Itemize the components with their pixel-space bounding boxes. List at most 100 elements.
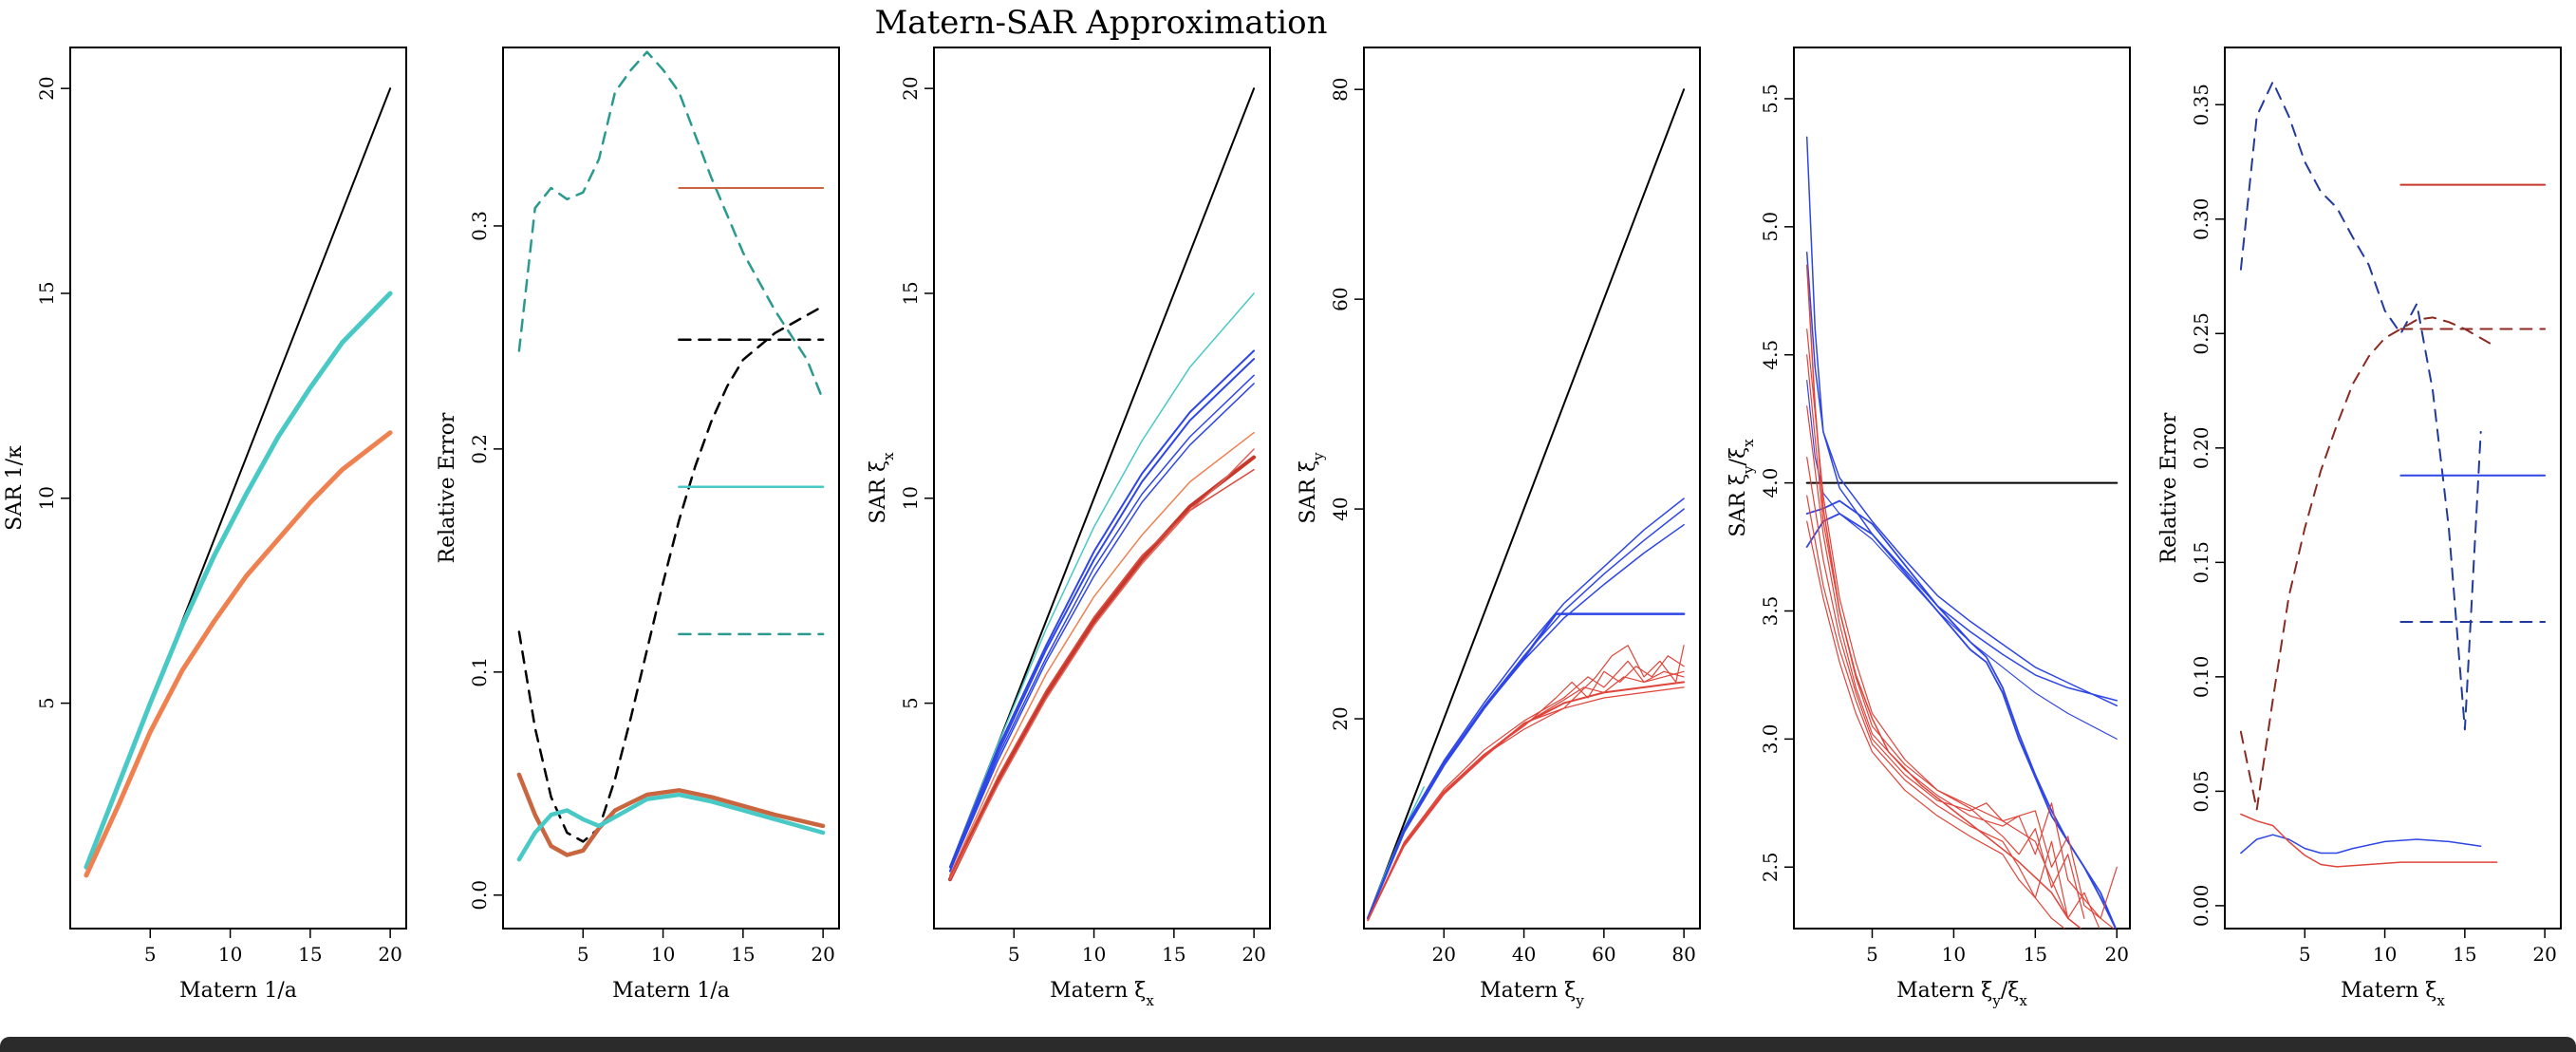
series-line-13 [1806,354,2085,919]
plot-frame [69,47,407,930]
series-line-1 [2239,81,2482,731]
x-tick-label: 20 [2532,943,2556,966]
series-line-7 [1367,681,1686,922]
series-group [1366,88,1686,922]
x-tick-label: 15 [2453,943,2476,966]
y-tick-label: 10 [899,486,922,510]
series-line-3 [516,772,826,857]
x-tick-label: 15 [2024,943,2047,966]
series-line-2 [2239,316,2498,811]
series-line-11 [1806,495,2066,929]
x-tick-label: 20 [1432,943,1456,966]
plot-frame [1363,47,1701,930]
y-tick-label: 0.25 [2190,312,2212,355]
series-line-7 [949,431,1255,876]
series-group [947,87,1257,882]
panel-1: 5 10 15 20 5 10 15 20 Matern 1/a SAR 1/κ [3,47,407,1003]
series-line-6 [949,383,1255,873]
plot-frame [502,47,840,930]
y-tick-label: 4.5 [1759,340,1782,370]
panel-6: 5 10 15 20 0.00 0.05 0.10 0.15 0.20 0.25 0.30 0.35 M… [2157,47,2562,1009]
plot-frame [2224,47,2562,930]
x-tick-label: 20 [1241,943,1265,966]
series-line-9 [1367,655,1685,921]
series-line-1 [1367,88,1686,919]
series-line-4 [2240,813,2498,868]
series-line-8 [1806,329,2082,929]
series-line-3 [1367,498,1685,919]
y-tick-label: 20 [35,76,58,100]
series-line-11 [1367,686,1685,921]
y-tick-label: 5 [899,697,922,709]
y-tick-label: 60 [1329,287,1352,310]
x-axis-label: Matern ξy/ξx [1896,979,2027,1009]
series-line-9 [1806,405,2115,929]
x-axis-label: Matern ξy [1480,979,1584,1009]
y-axis-label: SAR ξx [867,452,897,524]
series-line-6 [1366,612,1686,920]
y-axis-label: SAR ξy/ξx [1727,439,1757,537]
y-tick-label: 0.10 [2190,656,2212,699]
x-tick-label: 10 [218,943,242,966]
x-axis-label: Matern 1/a [612,979,730,1003]
figure-title: Matern-SAR Approximation [874,4,1327,42]
series-line-5 [949,374,1255,873]
x-axis-label: Matern 1/a [179,979,297,1003]
series-group [516,50,826,862]
x-tick-label: 15 [1162,943,1185,966]
y-tick-label: 20 [899,76,922,100]
x-tick-label: 5 [144,943,157,966]
x-tick-label: 5 [1008,943,1020,966]
y-axis-label: Relative Error [436,412,459,563]
y-tick-label: 4.0 [1759,468,1782,498]
series-line-5 [1805,513,2118,929]
y-axis-label: SAR ξy [1297,452,1327,524]
y-tick-label: 15 [35,281,58,305]
plot-frame [1793,47,2131,930]
y-tick-label: 5 [35,697,58,709]
x-tick-label: 5 [2299,943,2311,966]
series-line-3 [2240,834,2482,855]
x-tick-label: 80 [1671,943,1695,966]
panel-2: 5 10 15 20 0.0 0.1 0.2 0.3 Matern 1/a Relative Er… [436,47,840,1003]
y-tick-label: 5.0 [1759,212,1782,242]
x-tick-label: 10 [1942,943,1966,966]
y-tick-label: 0.20 [2190,427,2212,470]
x-axis-label: Matern ξx [2341,979,2445,1009]
x-tick-label: 60 [1592,943,1615,966]
y-axis-label: Relative Error [2157,412,2181,563]
x-tick-label: 10 [651,943,675,966]
plot-frame [933,47,1271,930]
y-tick-label: 0.30 [2190,198,2212,241]
x-tick-label: 15 [731,943,755,966]
panel-3: 5 10 15 20 5 10 15 20 Matern ξx SAR ξx [867,47,1271,1009]
x-tick-label: 40 [1512,943,1536,966]
x-tick-label: 5 [1866,943,1878,966]
series-group [1805,136,2119,929]
x-tick-label: 10 [1082,943,1106,966]
series-line-12 [1806,520,2100,929]
series-line-3 [1805,252,2119,707]
y-tick-label: 5.5 [1759,84,1782,114]
y-tick-label: 10 [35,486,58,510]
y-tick-label: 3.5 [1759,596,1782,627]
series-line-7 [1805,264,2082,929]
series-line-4 [516,792,826,862]
y-tick-label: 0.3 [468,211,491,241]
series-line-6 [1805,499,2117,929]
y-tick-label: 0.15 [2190,541,2212,584]
x-axis-label: Matern ξx [1050,979,1154,1009]
panel-5: 5 10 15 20 2.5 3.0 3.5 4.0 4.5 5.0 5.5 Matern ξy/ξx… [1727,47,2131,1009]
x-tick-label: 20 [811,943,834,966]
series-line-8 [1367,670,1685,921]
series-line-2 [949,292,1255,869]
series-line-4 [948,358,1256,873]
series-line-9 [949,468,1255,876]
x-tick-label: 20 [378,943,401,966]
series-line-3 [948,349,1256,869]
series-line-3 [84,430,393,878]
chart-panels: 5 10 15 20 5 10 15 20 Matern 1/a SAR 1/κ 5 10 15 20 0.… [3,47,2562,1009]
y-tick-label: 0.35 [2190,84,2212,126]
y-tick-label: 0.0 [468,880,491,911]
